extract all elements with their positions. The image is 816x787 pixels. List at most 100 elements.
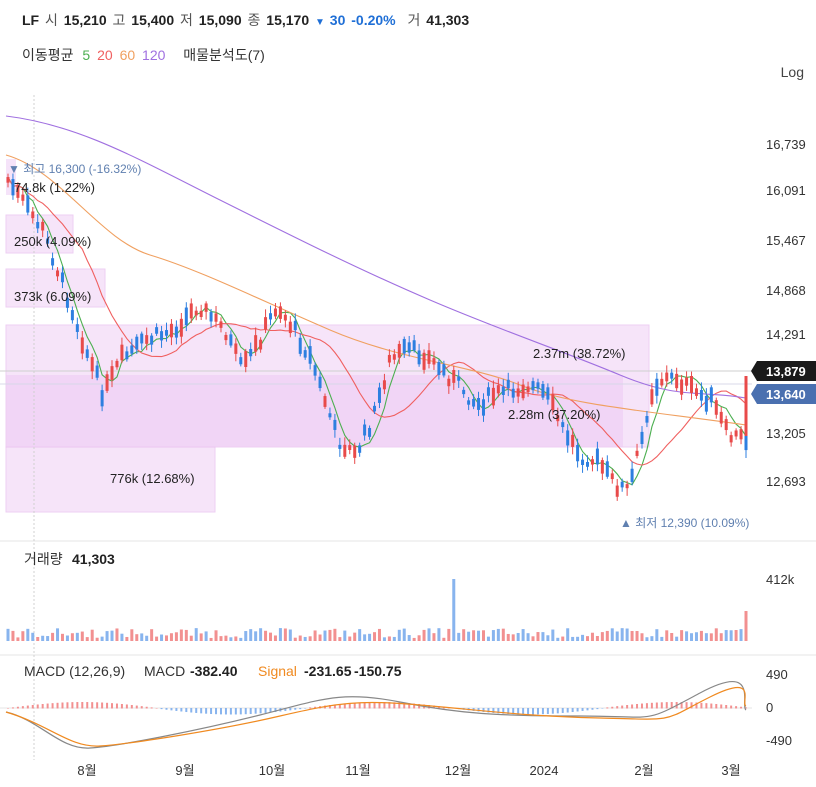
volume-bar xyxy=(685,631,689,641)
candle-body xyxy=(160,331,164,341)
price-tick: 14,868 xyxy=(766,283,806,298)
candle-body xyxy=(526,386,530,393)
macd-histogram-bar xyxy=(21,706,24,709)
ma-label[interactable]: 이동평균 xyxy=(22,47,74,63)
macd-histogram-bar xyxy=(631,704,634,709)
volume-bar xyxy=(704,633,708,641)
profile-box xyxy=(5,268,106,308)
macd-histogram-bar xyxy=(195,708,198,713)
time-tick: 10월 xyxy=(259,763,285,778)
volume-bar xyxy=(219,636,223,641)
candle-body xyxy=(169,323,173,338)
volume-bar xyxy=(135,634,139,641)
volume-bar xyxy=(169,633,173,641)
volume-bar xyxy=(586,636,590,641)
macd-histogram-bar xyxy=(205,708,208,714)
volume-bar xyxy=(452,579,456,641)
macd-histogram-bar xyxy=(413,703,416,709)
macd-histogram-bar xyxy=(636,703,639,709)
macd-histogram-bar xyxy=(115,703,118,709)
macd-histogram-bar xyxy=(685,702,688,709)
volume-bar xyxy=(120,633,124,641)
candle-body xyxy=(56,270,60,277)
volume-bar xyxy=(293,637,297,641)
volume-axis-tick: 412k xyxy=(766,572,795,587)
volume-bar xyxy=(744,611,748,641)
macd-histogram-bar xyxy=(606,707,609,709)
candle-body xyxy=(650,389,654,405)
ma-120[interactable]: 120 xyxy=(142,47,166,63)
ma-5[interactable]: 5 xyxy=(82,47,91,63)
candle-body xyxy=(744,376,748,436)
volume-bar xyxy=(402,628,406,641)
candle-body xyxy=(437,362,441,375)
macd-histogram-bar xyxy=(418,703,421,709)
volume-bar xyxy=(209,637,213,641)
candle-body xyxy=(561,422,565,428)
volume-bar xyxy=(313,630,317,641)
volume-bar xyxy=(46,636,50,641)
macd-histogram-bar xyxy=(532,708,535,715)
macd-histogram-bar xyxy=(244,708,247,715)
volume-bar xyxy=(724,630,728,641)
macd-line xyxy=(5,680,747,749)
volume-bar xyxy=(412,637,416,641)
volume-bar xyxy=(729,630,733,641)
price-tick: 14,291 xyxy=(766,327,806,342)
volume-bar xyxy=(214,630,218,641)
macd-histogram-bar xyxy=(745,707,747,709)
macd-histogram-bar xyxy=(527,708,530,715)
volume-profile-label[interactable]: 매물분석도(7) xyxy=(183,47,265,63)
candle-body xyxy=(402,338,406,354)
volume-bar xyxy=(699,630,703,641)
candle-body xyxy=(95,365,99,378)
volume-bar xyxy=(288,629,292,641)
volume-bar xyxy=(516,632,520,641)
volume-bar xyxy=(70,633,74,641)
macd-histogram-bar xyxy=(51,703,54,709)
profile-box xyxy=(5,214,74,254)
volume-bar xyxy=(51,632,55,641)
log-scale-button[interactable]: Log xyxy=(780,64,804,80)
candle-body xyxy=(600,460,604,474)
macd-histogram-bar xyxy=(111,703,114,709)
price-tick: 16,739 xyxy=(766,137,806,152)
macd-histogram-bar xyxy=(373,702,376,709)
ma-20[interactable]: 20 xyxy=(97,47,113,63)
macd-histogram-bar xyxy=(383,702,386,709)
macd-histogram-bar xyxy=(566,708,569,713)
volume-bar xyxy=(531,636,535,641)
candle-body xyxy=(239,357,243,365)
candle-body xyxy=(724,419,728,431)
macd-histogram-bar xyxy=(725,705,728,709)
volume-bar xyxy=(556,637,560,641)
candle-body xyxy=(605,461,609,477)
candle-body xyxy=(199,310,203,318)
ma-60[interactable]: 60 xyxy=(119,47,136,63)
volume-bar xyxy=(373,632,377,641)
macd-histogram-bar xyxy=(309,707,312,709)
volume-bar xyxy=(16,637,20,641)
macd-histogram-bar xyxy=(200,708,203,714)
macd-histogram-bar xyxy=(11,707,14,709)
price-axis: 16,739 16,091 15,467 14,868 14,291 13,205 12,6… xyxy=(766,137,806,489)
candle-body xyxy=(6,177,10,183)
volume-bar xyxy=(675,636,679,641)
profile-box xyxy=(6,375,623,447)
volume-bar xyxy=(472,630,476,641)
candle-body xyxy=(75,324,79,332)
macd-histogram-bar xyxy=(259,708,262,714)
volume-bar xyxy=(204,631,208,641)
macd-histogram-bar xyxy=(170,708,173,711)
volume-bar xyxy=(259,628,263,641)
candle-body xyxy=(26,195,30,213)
macd-histogram-bar xyxy=(348,703,351,709)
ma20-line xyxy=(7,176,747,466)
volume-bar xyxy=(333,628,337,641)
candle-body xyxy=(739,429,743,440)
price-tick: 13,205 xyxy=(766,426,806,441)
indicator-legend: 이동평균 5 20 60 120 매물분석도(7) xyxy=(22,45,270,65)
candle-body xyxy=(610,473,614,480)
volume-bar xyxy=(234,636,238,641)
